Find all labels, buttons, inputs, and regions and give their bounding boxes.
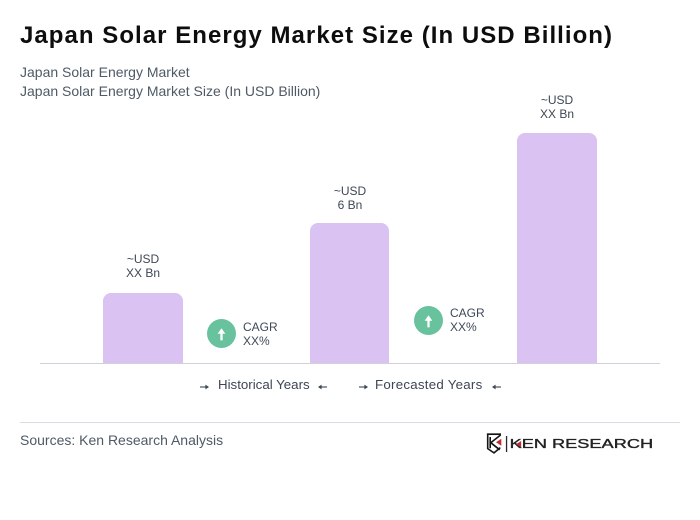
- svg-text:KEN RESEARCH: KEN RESEARCH: [510, 436, 653, 451]
